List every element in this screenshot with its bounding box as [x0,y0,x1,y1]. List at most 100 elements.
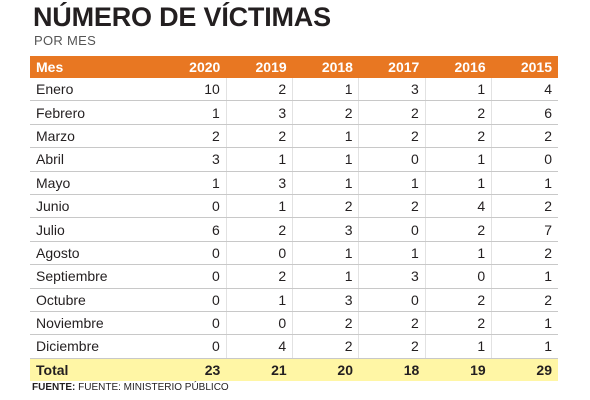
value-cell: 1 [491,334,558,359]
value-cell: 2 [226,78,294,102]
value-cell: 2 [292,194,360,219]
value-cell: 6 [160,217,227,242]
value-cell: 2 [292,334,360,359]
month-label: Mayo [30,171,160,195]
value-cell: 2 [491,241,558,266]
value-cell: 3 [358,78,426,102]
month-label: Diciembre [30,334,160,359]
value-cell: 0 [425,264,493,289]
value-cell: 0 [160,334,227,359]
column-header-year: 2015 [491,56,558,78]
value-cell: 1 [292,264,360,289]
value-cell: 2 [226,124,294,149]
value-cell: 1 [292,241,360,266]
value-cell: 2 [491,288,558,312]
value-cell: 1 [226,288,294,312]
table-row: Mayo 1 3 1 1 1 1 [30,171,558,195]
value-cell: 1 [425,147,493,172]
value-cell: 2 [425,100,493,125]
value-cell: 2 [358,311,426,336]
table-row: Marzo 2 2 1 2 2 2 [30,124,558,149]
table-row: Octubre 0 1 3 0 2 2 [30,288,558,312]
victims-table: Mes 2020 2019 2018 2017 2016 2015 Enero 1… [30,56,558,382]
source-text: FUENTE: MINISTERIO PÚBLICO [78,382,229,393]
chart-subtitle: POR MES [34,33,97,48]
table-row: Abril 3 1 1 0 1 0 [30,147,558,172]
table-row: Junio 0 1 2 2 4 2 [30,194,558,219]
value-cell: 2 [491,194,558,219]
value-cell: 2 [358,334,426,359]
month-label: Enero [30,78,160,102]
value-cell: 1 [425,241,493,266]
month-label: Marzo [30,124,160,149]
value-cell: 1 [226,147,294,172]
month-label: Febrero [30,100,160,125]
table-body: Enero 10 2 1 3 1 4 Febrero 1 3 2 2 2 6 Marzo 2 2 1 2 2 2 Abri… [30,78,558,382]
value-cell: 1 [425,171,493,195]
column-header-year: 2019 [226,56,293,78]
total-cell: 29 [491,358,558,382]
value-cell: 1 [292,124,360,149]
total-cell: 18 [358,358,426,382]
value-cell: 0 [160,264,227,289]
value-cell: 3 [160,147,227,172]
value-cell: 1 [160,171,227,195]
value-cell: 1 [292,171,360,195]
table-row: Septiembre 0 2 1 3 0 1 [30,264,558,289]
column-header-year: 2020 [160,56,227,78]
total-row: Total 23 21 20 18 19 29 [30,358,558,382]
value-cell: 0 [160,241,227,266]
value-cell: 1 [491,171,558,195]
value-cell: 1 [292,78,360,102]
value-cell: 1 [491,311,558,336]
value-cell: 0 [160,194,227,219]
value-cell: 3 [358,264,426,289]
value-cell: 2 [226,264,294,289]
value-cell: 0 [358,147,426,172]
value-cell: 1 [292,147,360,172]
value-cell: 2 [292,100,360,125]
value-cell: 2 [425,288,493,312]
value-cell: 7 [491,217,558,242]
month-label: Octubre [30,288,160,312]
value-cell: 3 [226,100,294,125]
month-label: Julio [30,217,160,242]
value-cell: 4 [226,334,294,359]
source-label: FUENTE: [32,382,76,393]
value-cell: 2 [226,217,294,242]
total-label: Total [30,358,160,382]
column-header-month: Mes [30,56,160,78]
total-cell: 21 [226,358,293,382]
month-label: Agosto [30,241,160,266]
value-cell: 2 [425,311,493,336]
value-cell: 0 [226,311,294,336]
month-label: Junio [30,194,160,219]
table-row: Enero 10 2 1 3 1 4 [30,78,558,102]
value-cell: 10 [160,78,227,102]
value-cell: 0 [160,288,227,312]
value-cell: 1 [226,194,294,219]
table-row: Noviembre 0 0 2 2 2 1 [30,311,558,336]
value-cell: 4 [425,194,493,219]
value-cell: 0 [491,147,558,172]
value-cell: 1 [358,171,426,195]
table-row: Febrero 1 3 2 2 2 6 [30,100,558,125]
value-cell: 0 [160,311,227,336]
value-cell: 1 [358,241,426,266]
value-cell: 2 [292,311,360,336]
value-cell: 2 [491,124,558,149]
value-cell: 0 [358,288,426,312]
value-cell: 4 [491,78,558,102]
chart-title: NÚMERO DE VÍCTIMAS [33,2,331,32]
value-cell: 3 [292,288,360,312]
value-cell: 2 [358,194,426,219]
column-header-year: 2018 [292,56,359,78]
table-row: Julio 6 2 3 0 2 7 [30,217,558,242]
month-label: Noviembre [30,311,160,336]
value-cell: 0 [358,217,426,242]
total-cell: 23 [160,358,227,382]
total-cell: 20 [292,358,359,382]
value-cell: 1 [160,100,227,125]
month-label: Abril [30,147,160,172]
column-header-year: 2017 [358,56,426,78]
